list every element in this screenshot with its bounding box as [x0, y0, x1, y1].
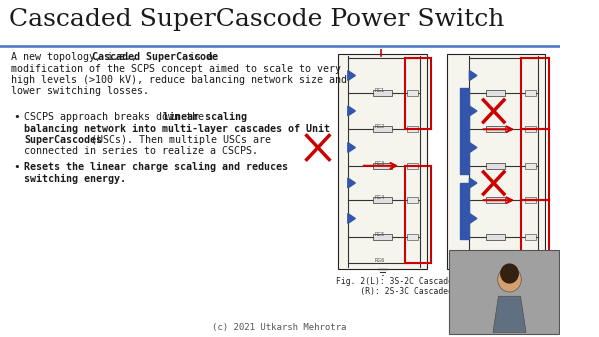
Bar	[486, 90, 505, 96]
Bar	[407, 197, 418, 203]
Text: SuperCascodes: SuperCascodes	[25, 135, 102, 145]
Bar	[460, 183, 470, 239]
Bar	[407, 90, 418, 96]
Text: Fig. 2(L): 3S-2C Cascaded Super: Fig. 2(L): 3S-2C Cascaded Super	[335, 277, 487, 286]
Text: RG3: RG3	[374, 161, 385, 166]
Text: •: •	[13, 112, 20, 122]
Text: Cascaded SuperCascode: Cascaded SuperCascode	[92, 52, 217, 62]
Text: connected in series to realize a CSCPS.: connected in series to realize a CSCPS.	[25, 147, 258, 156]
Bar	[407, 126, 418, 132]
Text: RG1: RG1	[374, 88, 385, 93]
Bar	[486, 163, 505, 169]
Bar	[449, 250, 559, 334]
Text: RG2: RG2	[374, 124, 385, 129]
Text: modification of the SCPS concept aimed to scale to very: modification of the SCPS concept aimed t…	[11, 63, 341, 73]
Bar	[525, 126, 536, 132]
Polygon shape	[470, 178, 477, 188]
Bar	[525, 234, 536, 240]
Polygon shape	[348, 106, 355, 116]
Bar	[373, 163, 392, 169]
Text: RG5: RG5	[374, 232, 385, 237]
Text: A new topology, i.e.,: A new topology, i.e.,	[11, 52, 143, 62]
Bar	[486, 197, 505, 203]
Bar	[373, 234, 392, 240]
Text: RG4: RG4	[374, 195, 385, 200]
Text: switching energy.: switching energy.	[25, 174, 126, 184]
Bar	[407, 234, 418, 240]
Polygon shape	[470, 70, 477, 81]
Polygon shape	[493, 296, 526, 332]
Text: (R): 2S-3C Cascaded SuperCa: (R): 2S-3C Cascaded SuperCa	[335, 287, 492, 296]
Text: RG6: RG6	[374, 257, 385, 263]
Polygon shape	[348, 70, 355, 81]
Text: (c) 2021 Utkarsh Mehrotra: (c) 2021 Utkarsh Mehrotra	[213, 323, 347, 332]
Bar	[486, 234, 505, 240]
Bar	[338, 54, 427, 269]
Text: is a: is a	[183, 52, 213, 62]
Bar	[460, 88, 470, 175]
Polygon shape	[348, 178, 355, 188]
Text: Resets the linear charge scaling and reduces: Resets the linear charge scaling and red…	[25, 162, 288, 172]
Polygon shape	[348, 213, 355, 223]
Polygon shape	[470, 213, 477, 223]
Polygon shape	[470, 143, 477, 153]
Polygon shape	[470, 106, 477, 116]
Bar	[447, 54, 545, 269]
Circle shape	[500, 264, 519, 284]
Text: lower switching losses.: lower switching losses.	[11, 87, 149, 96]
Text: linear scaling: linear scaling	[163, 112, 247, 122]
Bar	[373, 197, 392, 203]
Bar	[373, 126, 392, 132]
Polygon shape	[348, 143, 355, 153]
Bar	[373, 90, 392, 96]
Text: Cascaded SuperCascode Power Switch: Cascaded SuperCascode Power Switch	[10, 8, 505, 31]
Bar	[486, 126, 505, 132]
Text: •: •	[13, 162, 20, 172]
Text: CSCPS approach breaks down the: CSCPS approach breaks down the	[25, 112, 210, 122]
Bar	[525, 197, 536, 203]
Bar	[407, 163, 418, 169]
Bar	[525, 163, 536, 169]
Text: (USCs). Then multiple USCs are: (USCs). Then multiple USCs are	[85, 135, 271, 145]
Bar	[525, 90, 536, 96]
Circle shape	[498, 267, 521, 292]
Text: high levels (>100 kV), reduce balancing network size and: high levels (>100 kV), reduce balancing …	[11, 75, 347, 85]
Text: balancing network into multi-layer cascades of Unit: balancing network into multi-layer casca…	[25, 123, 330, 133]
